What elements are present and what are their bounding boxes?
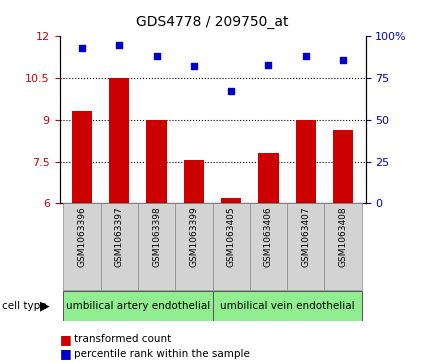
FancyBboxPatch shape xyxy=(63,291,212,321)
Text: transformed count: transformed count xyxy=(74,334,172,344)
Text: ■: ■ xyxy=(60,347,71,360)
Point xyxy=(303,53,309,59)
FancyBboxPatch shape xyxy=(101,203,138,290)
Text: GDS4778 / 209750_at: GDS4778 / 209750_at xyxy=(136,15,289,29)
Text: GSM1063399: GSM1063399 xyxy=(190,206,198,267)
Bar xyxy=(295,120,316,203)
Text: GSM1063396: GSM1063396 xyxy=(77,206,86,267)
Text: cell type: cell type xyxy=(2,301,47,311)
Point xyxy=(116,42,122,48)
Point xyxy=(153,53,160,59)
Point xyxy=(265,62,272,68)
Text: percentile rank within the sample: percentile rank within the sample xyxy=(74,349,250,359)
FancyBboxPatch shape xyxy=(212,203,250,290)
FancyBboxPatch shape xyxy=(212,291,362,321)
Text: GSM1063398: GSM1063398 xyxy=(152,206,161,267)
Point xyxy=(228,89,235,94)
Point xyxy=(79,45,85,51)
Text: ■: ■ xyxy=(60,333,71,346)
Bar xyxy=(109,78,130,203)
Bar xyxy=(258,153,279,203)
FancyBboxPatch shape xyxy=(250,203,287,290)
FancyBboxPatch shape xyxy=(138,203,175,290)
Text: GSM1063397: GSM1063397 xyxy=(115,206,124,267)
Text: umbilical vein endothelial: umbilical vein endothelial xyxy=(220,301,354,311)
Text: ▶: ▶ xyxy=(40,299,49,312)
Text: GSM1063405: GSM1063405 xyxy=(227,206,235,266)
Point xyxy=(340,57,346,62)
FancyBboxPatch shape xyxy=(63,203,101,290)
Bar xyxy=(146,120,167,203)
Text: GSM1063406: GSM1063406 xyxy=(264,206,273,266)
Bar xyxy=(333,130,353,203)
Text: umbilical artery endothelial: umbilical artery endothelial xyxy=(66,301,210,311)
Bar xyxy=(184,160,204,203)
Text: GSM1063407: GSM1063407 xyxy=(301,206,310,266)
Bar xyxy=(221,198,241,203)
Text: GSM1063408: GSM1063408 xyxy=(339,206,348,266)
FancyBboxPatch shape xyxy=(324,203,362,290)
Point xyxy=(190,64,197,69)
FancyBboxPatch shape xyxy=(287,203,324,290)
Bar xyxy=(72,111,92,203)
FancyBboxPatch shape xyxy=(175,203,212,290)
